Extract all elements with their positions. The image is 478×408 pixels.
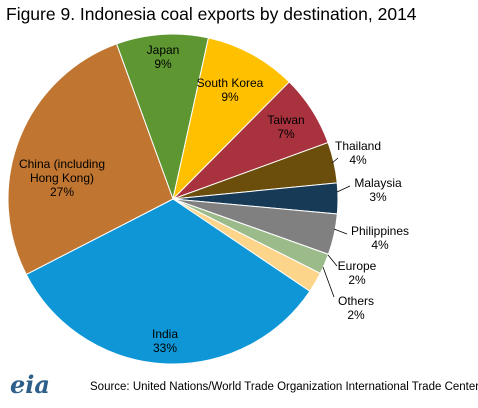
value-label: 27% xyxy=(49,185,75,199)
category-label: China (including Hong Kong) xyxy=(18,157,106,185)
logo: eia xyxy=(10,370,50,399)
category-label: Others xyxy=(337,294,375,308)
slice-label: China (including Hong Kong) 27% xyxy=(12,157,112,199)
category-label: India xyxy=(151,327,179,341)
pie-slice xyxy=(25,198,311,365)
slice-label: India 33% xyxy=(152,327,178,355)
slice-label: South Korea 9% xyxy=(197,76,264,104)
leader-line xyxy=(331,157,339,164)
value-label: 2% xyxy=(348,273,366,287)
value-label: 4% xyxy=(349,153,367,167)
value-label: 3% xyxy=(369,190,387,204)
category-label: South Korea xyxy=(196,76,264,90)
pie-slice xyxy=(172,37,290,201)
category-label: Taiwan xyxy=(267,113,305,127)
slice-label: Malaysia 3% xyxy=(354,176,401,204)
leader-line xyxy=(333,228,348,235)
value-label: 9% xyxy=(221,90,239,104)
slice-label: Europe 2% xyxy=(338,259,377,287)
category-label: Thailand xyxy=(334,139,382,153)
slice-label: Others 2% xyxy=(338,294,374,322)
pie-slice xyxy=(7,43,174,276)
slice-label: Philippines 4% xyxy=(351,224,409,252)
leader-line xyxy=(336,185,351,193)
value-label: 2% xyxy=(347,308,365,322)
slice-label: Japan 9% xyxy=(147,43,180,71)
chart-title: Figure 9. Indonesia coal exports by dest… xyxy=(6,4,417,24)
slice-label: Thailand 4% xyxy=(335,139,381,167)
category-label: Philippines xyxy=(350,224,410,238)
category-label: Malaysia xyxy=(354,176,402,190)
source-note: Source: United Nations/World Trade Organ… xyxy=(90,381,478,393)
value-label: 33% xyxy=(152,341,178,355)
value-label: 4% xyxy=(371,238,389,252)
slices xyxy=(7,33,339,365)
value-label: 7% xyxy=(277,127,295,141)
pie-slice xyxy=(115,33,210,201)
leader-lines xyxy=(322,157,351,298)
category-label: Europe xyxy=(337,259,377,273)
slice-label: Taiwan 7% xyxy=(267,113,304,141)
leader-line xyxy=(322,266,335,298)
value-label: 9% xyxy=(154,57,172,71)
category-label: Japan xyxy=(146,43,180,57)
leader-line xyxy=(327,254,338,267)
